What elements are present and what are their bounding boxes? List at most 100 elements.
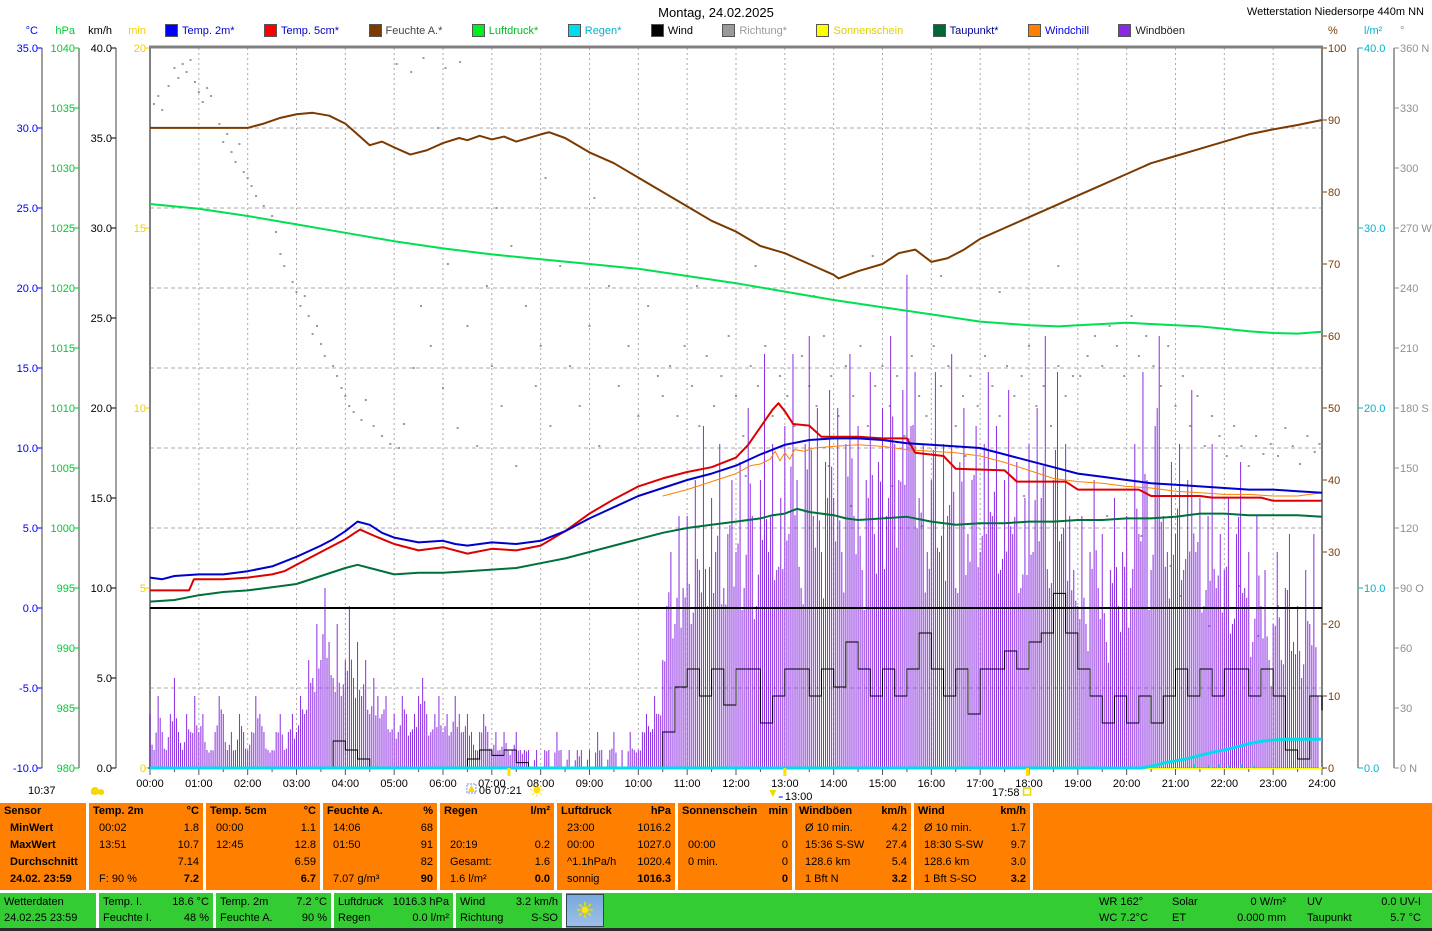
- status-line: UV0.0 UV-I: [1307, 894, 1421, 910]
- sunrise-icon: [467, 784, 476, 793]
- cell-value: 6.59: [295, 854, 316, 871]
- axis-tick-label: 990: [57, 643, 75, 655]
- table-row: 7.14: [89, 854, 203, 871]
- moon-icon: [91, 787, 104, 795]
- cell-value: 3.0: [1011, 854, 1026, 871]
- axis-tick-label: 20: [1328, 619, 1340, 631]
- axis-tick-label: -10.0: [13, 763, 38, 775]
- table-column-header: Feuchte A.%: [323, 803, 437, 820]
- cell-label: [327, 854, 333, 871]
- axis-tick-label: 25.0: [17, 203, 38, 215]
- table-column-luftdruck: LuftdruckhPa23:001016.200:001027.0^1.1hP…: [557, 803, 675, 890]
- cell-value: 82: [421, 854, 433, 871]
- cell-label: 14:06: [327, 820, 361, 837]
- table-row: 1.6 l/m²0.0: [440, 871, 554, 888]
- x-tick-label: 02:00: [234, 778, 262, 790]
- axis-tick-label: 1005: [51, 463, 75, 475]
- x-tick-label: 04:00: [332, 778, 360, 790]
- cell-label: sonnig: [561, 871, 599, 888]
- cell-value: 3.2: [892, 871, 907, 888]
- x-tick-label: 17:00: [966, 778, 994, 790]
- axis-tick-label: 10: [1328, 691, 1340, 703]
- axis-tick-label: 10.0: [91, 583, 112, 595]
- table-row: 14:0668: [323, 820, 437, 837]
- cell-label: MaxWert: [4, 837, 56, 854]
- table-column-temp-5cm: Temp. 5cm°C00:001.112:4512.86.596.7: [206, 803, 320, 890]
- axis-tick-label: 180 S: [1400, 403, 1429, 415]
- cell-label: Durchschnitt: [4, 854, 78, 871]
- axis-tick-label: 40: [1328, 475, 1340, 487]
- axis-tick-label: 15: [134, 223, 146, 235]
- cell-label: MinWert: [4, 820, 53, 837]
- table-row: 18:30 S-SW9.7: [914, 837, 1030, 854]
- x-tick-label: 05:00: [380, 778, 408, 790]
- table-row: [440, 820, 554, 837]
- x-tick-label: 10:00: [625, 778, 653, 790]
- cell-value: 0.2: [535, 837, 550, 854]
- table-row: [1033, 837, 1432, 854]
- axis-tick-label: 980: [57, 763, 75, 775]
- x-tick-label: 20:00: [1113, 778, 1141, 790]
- axis-tick-label: 1020: [51, 283, 75, 295]
- status-line: Feuchte I.48 %: [103, 910, 209, 926]
- status-line: Temp. 2m7.2 °C: [220, 894, 327, 910]
- status-label: Taupunkt: [1307, 910, 1352, 926]
- status-cell-4: Wind3.2 km/hRichtungS-SO: [456, 893, 562, 928]
- table-row: 20:190.2: [440, 837, 554, 854]
- axis-tick-label: 30.0: [17, 123, 38, 135]
- status-value: S-SO: [531, 910, 558, 926]
- cell-value: 0.0: [535, 871, 550, 888]
- axis-tick-label: 35.0: [17, 43, 38, 55]
- axis-tick-label: 90: [1328, 115, 1340, 127]
- cell-value: 0: [782, 837, 788, 854]
- status-value: 1016.3 hPa: [393, 894, 449, 910]
- cell-label: 13:51: [93, 837, 127, 854]
- axis-tick-label: 1015: [51, 343, 75, 355]
- cell-label: [210, 854, 216, 871]
- column-title: Wind: [918, 803, 945, 820]
- table-row: 12:4512.8: [206, 837, 320, 854]
- x-tick-label: 09:00: [576, 778, 604, 790]
- cell-value: 91: [421, 837, 433, 854]
- status-value: 18.6 °C: [172, 894, 209, 910]
- cell-value: 3.2: [1011, 871, 1026, 888]
- cell-label: 23:00: [561, 820, 595, 837]
- cell-label: [93, 854, 99, 871]
- axis-tick-label: 240: [1400, 283, 1418, 295]
- cell-label: Ø 10 min.: [799, 820, 853, 837]
- table-column-header: Sonnenscheinmin: [678, 803, 792, 820]
- cell-value: 0: [782, 871, 788, 888]
- axis-tick-label: 1025: [51, 223, 75, 235]
- table-column-header: Sensor: [0, 803, 86, 820]
- table-row: Gesamt:1.6: [440, 854, 554, 871]
- table-row: [1033, 854, 1432, 871]
- cell-label: 7.07 g/m³: [327, 871, 379, 888]
- axis-unit-label: °C: [26, 25, 38, 37]
- cell-label: ^1.1hPa/h: [561, 854, 616, 871]
- axis-tick-label: 20.0: [91, 403, 112, 415]
- cell-label: 01:50: [327, 837, 361, 854]
- axis-tick-label: 30.0: [1364, 223, 1385, 235]
- axis-tick-label: 995: [57, 583, 75, 595]
- x-tick-label: 23:00: [1259, 778, 1287, 790]
- status-label: Feuchte I.: [103, 910, 152, 926]
- cell-label: 00:00: [210, 820, 244, 837]
- axis-tick-label: 5.0: [97, 673, 112, 685]
- cell-value: 27.4: [886, 837, 907, 854]
- sun-icon: ☀: [566, 894, 604, 927]
- axis-tick-label: 40.0: [91, 43, 112, 55]
- axis-tick-label: -5.0: [19, 683, 38, 695]
- status-value: 3.2 km/h: [516, 894, 558, 910]
- status-label: Temp. 2m: [220, 894, 268, 910]
- axis-tick-label: 360 N: [1400, 43, 1429, 55]
- status-label: Wind: [460, 894, 485, 910]
- x-tick-label: 16:00: [918, 778, 946, 790]
- status-value: 0.0 UV-I: [1381, 894, 1421, 910]
- axis-tick-label: 120: [1400, 523, 1418, 535]
- column-unit: °C: [187, 803, 199, 820]
- axis-tick-label: 70: [1328, 259, 1340, 271]
- status-label: Temp. I.: [103, 894, 142, 910]
- status-line: 24.02.25 23:59: [4, 910, 92, 926]
- cell-value: 5.4: [892, 854, 907, 871]
- cell-value: 7.14: [178, 854, 199, 871]
